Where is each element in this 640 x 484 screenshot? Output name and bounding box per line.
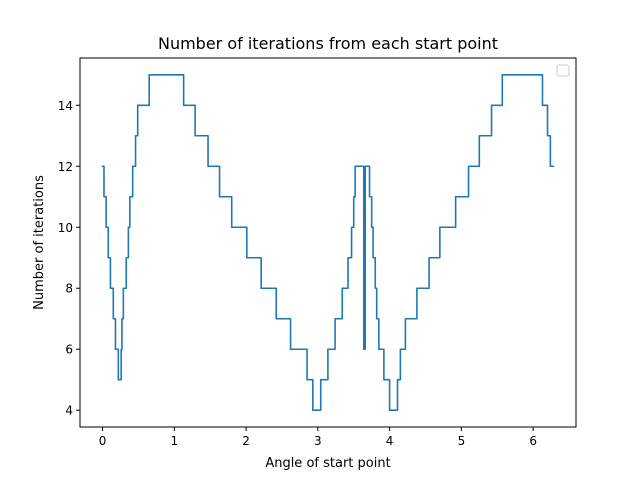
x-axis-label: Angle of start point [265,456,390,471]
plot-frame [79,57,577,428]
series-layer [101,73,555,412]
x-tick-label: 3 [314,434,322,448]
x-tick-label: 0 [99,434,107,448]
legend-box [556,64,570,77]
y-tick-label: 12 [58,160,73,174]
x-tick-label: 1 [170,434,178,448]
x-tick-label: 4 [386,434,394,448]
y-tick-label: 8 [65,282,73,296]
series-line [101,73,555,412]
x-axis-ticks: 0 1 2 3 4 5 6 [99,427,537,448]
y-tick-label: 4 [65,404,73,418]
x-tick-label: 5 [458,434,466,448]
chart-title: Number of iterations from each start poi… [158,34,498,53]
y-axis-label: Number of iterations [32,175,47,310]
y-tick-label: 6 [65,343,73,357]
x-tick-label: 2 [242,434,250,448]
y-axis-ticks: 4 6 8 10 12 14 [58,99,80,418]
y-tick-label: 14 [58,99,73,113]
x-tick-label: 6 [529,434,537,448]
y-tick-label: 10 [58,221,73,235]
